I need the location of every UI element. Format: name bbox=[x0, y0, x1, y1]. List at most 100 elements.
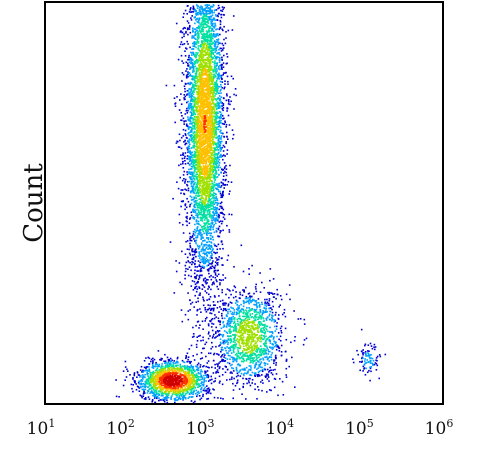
data-point bbox=[280, 354, 283, 357]
data-point bbox=[264, 356, 266, 358]
data-point bbox=[208, 194, 211, 196]
data-point bbox=[210, 18, 213, 21]
data-point bbox=[197, 61, 199, 63]
data-point bbox=[193, 192, 196, 194]
data-point bbox=[142, 374, 144, 376]
data-point bbox=[212, 217, 214, 219]
data-point bbox=[178, 262, 181, 264]
data-point bbox=[239, 318, 242, 320]
data-point bbox=[134, 381, 136, 384]
data-point bbox=[219, 306, 221, 308]
data-point bbox=[193, 359, 196, 361]
data-point bbox=[210, 307, 213, 310]
data-point bbox=[203, 8, 205, 11]
data-point bbox=[232, 389, 235, 391]
data-point bbox=[198, 245, 201, 247]
data-point bbox=[248, 310, 250, 313]
data-point bbox=[191, 258, 194, 261]
data-point bbox=[247, 297, 250, 299]
data-point bbox=[269, 310, 271, 313]
data-point bbox=[186, 68, 188, 70]
data-point bbox=[265, 305, 268, 307]
data-point bbox=[193, 91, 195, 93]
data-point bbox=[203, 203, 205, 205]
data-point bbox=[271, 320, 273, 322]
data-point bbox=[196, 177, 198, 179]
data-point bbox=[224, 170, 226, 173]
data-point bbox=[203, 13, 206, 15]
data-point bbox=[151, 362, 154, 365]
data-point bbox=[196, 340, 199, 342]
data-point bbox=[303, 323, 306, 325]
data-point bbox=[227, 99, 230, 102]
data-point bbox=[237, 351, 240, 353]
data-point bbox=[157, 350, 160, 352]
data-point bbox=[265, 311, 267, 313]
data-point bbox=[266, 368, 269, 371]
data-point bbox=[219, 142, 222, 145]
data-point bbox=[249, 355, 252, 357]
data-point bbox=[221, 383, 224, 386]
data-point bbox=[217, 228, 220, 231]
data-point bbox=[232, 133, 235, 136]
data-point bbox=[221, 354, 224, 356]
data-point bbox=[210, 217, 212, 219]
data-point bbox=[189, 370, 191, 372]
data-point bbox=[269, 279, 271, 282]
data-point bbox=[216, 142, 219, 145]
data-point bbox=[199, 192, 202, 194]
data-point bbox=[189, 242, 191, 245]
data-point bbox=[191, 92, 193, 95]
data-point bbox=[218, 330, 221, 332]
data-point bbox=[227, 335, 229, 337]
data-point bbox=[190, 66, 193, 68]
data-point bbox=[206, 362, 209, 364]
data-point bbox=[162, 394, 164, 397]
data-point bbox=[212, 151, 214, 153]
data-point bbox=[192, 184, 195, 186]
data-point bbox=[181, 31, 184, 34]
data-point bbox=[211, 34, 213, 37]
data-point bbox=[152, 365, 155, 368]
data-point bbox=[196, 288, 199, 290]
data-point bbox=[220, 67, 223, 70]
data-point bbox=[261, 303, 263, 305]
data-point bbox=[242, 308, 244, 311]
data-point bbox=[235, 358, 238, 361]
data-point bbox=[195, 324, 197, 327]
data-point bbox=[212, 78, 214, 81]
data-point bbox=[185, 240, 187, 243]
data-point bbox=[192, 106, 194, 109]
data-point bbox=[224, 179, 227, 182]
data-point bbox=[218, 279, 221, 281]
data-point bbox=[185, 47, 187, 49]
data-point bbox=[176, 367, 179, 369]
data-point bbox=[200, 21, 203, 24]
data-point bbox=[201, 205, 203, 208]
data-point bbox=[214, 60, 216, 62]
data-point bbox=[194, 294, 196, 297]
data-point bbox=[193, 111, 195, 113]
data-point bbox=[199, 373, 202, 375]
data-point bbox=[198, 12, 201, 14]
data-point bbox=[200, 17, 203, 19]
data-point bbox=[223, 6, 225, 9]
data-point bbox=[184, 188, 186, 191]
data-point bbox=[242, 289, 244, 291]
data-point bbox=[220, 85, 222, 88]
data-point bbox=[222, 321, 224, 324]
data-point bbox=[185, 48, 188, 50]
data-point bbox=[234, 328, 236, 331]
data-point bbox=[212, 183, 215, 185]
data-point bbox=[207, 264, 210, 266]
data-point bbox=[233, 108, 235, 110]
data-point bbox=[207, 204, 210, 206]
data-point bbox=[234, 358, 236, 360]
data-point bbox=[239, 327, 241, 329]
data-point bbox=[274, 342, 277, 345]
data-point bbox=[242, 357, 245, 360]
data-point bbox=[195, 13, 198, 16]
data-point bbox=[212, 56, 214, 59]
data-point bbox=[190, 396, 192, 398]
data-point bbox=[192, 66, 195, 68]
